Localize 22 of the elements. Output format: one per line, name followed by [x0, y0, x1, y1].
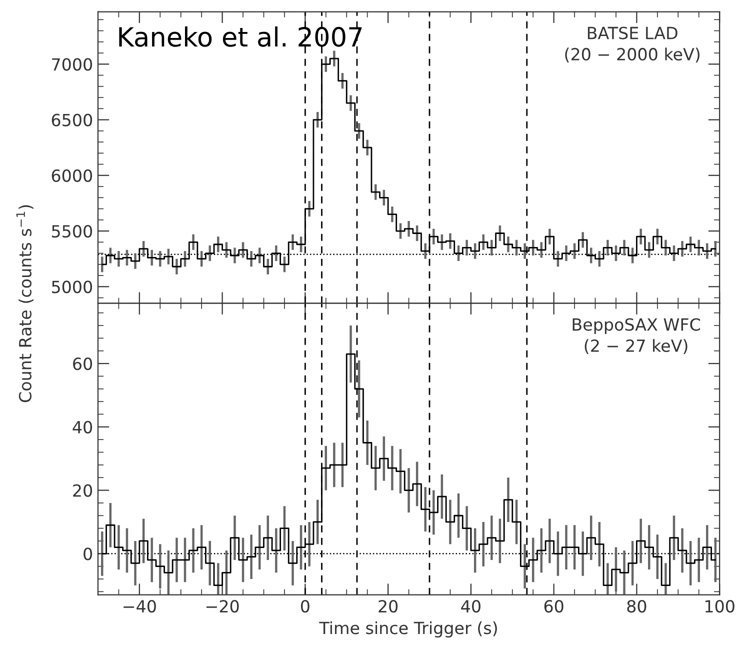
annotation: BATSE LAD (20 − 2000 keV) [565, 26, 700, 62]
y-tick-label: 5500 [52, 224, 92, 238]
x-tick-label: 40 [461, 600, 480, 613]
y-tick-label: 40 [72, 420, 92, 434]
y-tick-label: 6500 [52, 114, 92, 126]
annotation: Kaneko et al. 2007 [119, 26, 362, 47]
x-axis-title: Time since Trigger (s) [319, 621, 497, 638]
y-axis-title: Count Rate (counts s$^{−1}$) [16, 205, 34, 402]
y-tick-label: 5000 [52, 280, 92, 294]
y-tick-label: 6000 [52, 169, 92, 182]
x-tick-label: 60 [544, 600, 564, 613]
x-tick-label: −40 [124, 600, 156, 613]
x-tick-label: 80 [627, 600, 646, 613]
y-tick-label: 7000 [52, 58, 92, 71]
annotation: BeppoSAX WFC (2 − 27 keV) [572, 318, 700, 354]
y-tick-label: 0 [84, 548, 92, 560]
x-tick-label: −20 [206, 600, 239, 613]
x-tick-label: 100 [706, 600, 734, 613]
x-tick-label: 0 [300, 600, 310, 613]
x-tick-label: 20 [378, 600, 398, 613]
y-tick-label: 20 [73, 484, 92, 497]
y-tick-label: 60 [73, 358, 92, 370]
